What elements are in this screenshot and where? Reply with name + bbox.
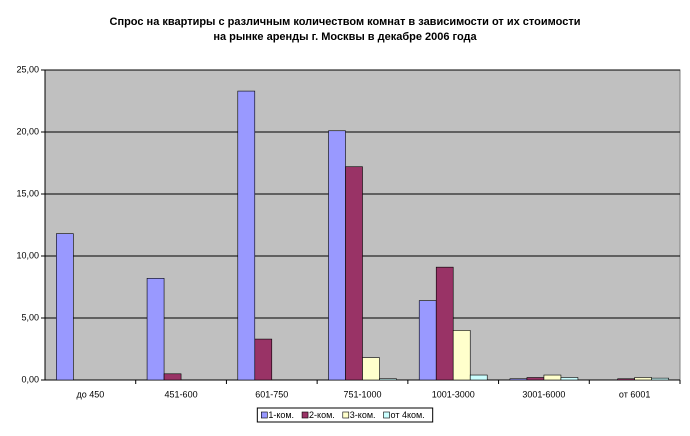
bar [526, 377, 545, 381]
y-tick-label: 15,00 [16, 188, 39, 198]
chart-title: Спрос на квартиры с различным количество… [110, 16, 581, 28]
x-tick-label: от 6001 [619, 389, 650, 399]
x-tick-label: 1001-3000 [432, 389, 475, 399]
legend-swatch [301, 411, 309, 419]
legend-swatch [383, 411, 390, 419]
bar [509, 378, 528, 381]
x-tick-label: 601-750 [255, 389, 288, 399]
bar [469, 374, 488, 381]
y-tick-label: 25,00 [16, 64, 39, 74]
bar [362, 357, 380, 381]
y-tick-label: 10,00 [16, 250, 39, 260]
x-tick-label: 3001-6000 [522, 389, 565, 399]
bar [56, 233, 74, 381]
x-tick-label: до 450 [76, 389, 104, 399]
y-tick-label: 0,00 [21, 374, 39, 384]
y-tick-label: 20,00 [16, 126, 39, 136]
y-tick-label: 5,00 [21, 312, 39, 322]
bar [617, 378, 635, 381]
bar [452, 330, 471, 381]
legend-swatch [261, 411, 268, 419]
bar [543, 374, 562, 381]
bar [328, 130, 346, 381]
bar [418, 300, 437, 381]
bar [560, 377, 579, 381]
bar [651, 377, 669, 381]
bar [435, 266, 454, 381]
legend-label: 3-ком. [350, 410, 376, 420]
legend-swatch [342, 411, 350, 419]
bar [379, 378, 397, 381]
chart-title: на рынке аренды г. Москвы в декабре 2006… [213, 31, 477, 43]
bar [254, 338, 273, 381]
bar [237, 90, 256, 381]
bar [634, 377, 652, 381]
legend: 1-ком. 2-ком. 3-ком. от 4ком. [256, 407, 434, 423]
bar [345, 166, 363, 381]
x-tick-label: 451-600 [165, 389, 198, 399]
legend-label: от 4ком. [391, 410, 425, 420]
bar [163, 373, 182, 381]
x-tick-label: 751-1000 [343, 389, 381, 399]
legend-label: 1-ком. [268, 410, 294, 420]
bar [146, 278, 165, 381]
legend-label: 2-ком. [309, 410, 335, 420]
